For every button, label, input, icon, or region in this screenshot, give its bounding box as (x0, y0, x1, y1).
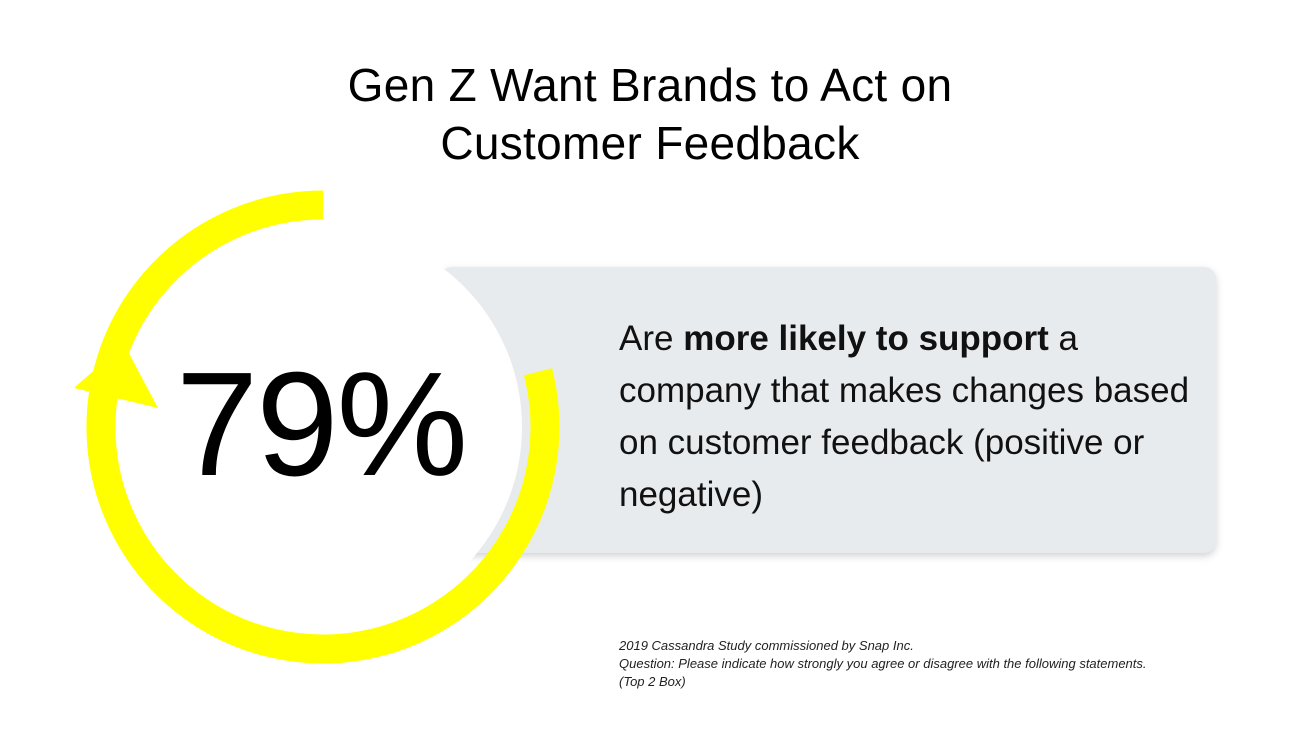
statement-emphasis: more likely to support (683, 319, 1049, 358)
statement-prefix: Are (619, 319, 684, 358)
statement-card (440, 267, 1216, 553)
arrow-head-icon (74, 344, 158, 408)
footnote-question: Question: Please indicate how strongly y… (619, 656, 1147, 671)
footnote-note: (Top 2 Box) (619, 674, 686, 689)
title-line-2: Customer Feedback (440, 117, 860, 169)
page-title: Gen Z Want Brands to Act on Customer Fee… (250, 56, 1050, 172)
stat-value: 79% (175, 342, 468, 507)
statement-text: Are more likely to support a company tha… (619, 313, 1199, 521)
footnote-source: 2019 Cassandra Study commissioned by Sna… (619, 638, 914, 653)
source-footnote: 2019 Cassandra Study commissioned by Sna… (619, 637, 1259, 691)
stat-circle (124, 228, 522, 626)
progress-arc (86, 190, 560, 664)
title-line-1: Gen Z Want Brands to Act on (347, 59, 953, 111)
statement-suffix: a company that makes changes based on cu… (619, 319, 1190, 514)
